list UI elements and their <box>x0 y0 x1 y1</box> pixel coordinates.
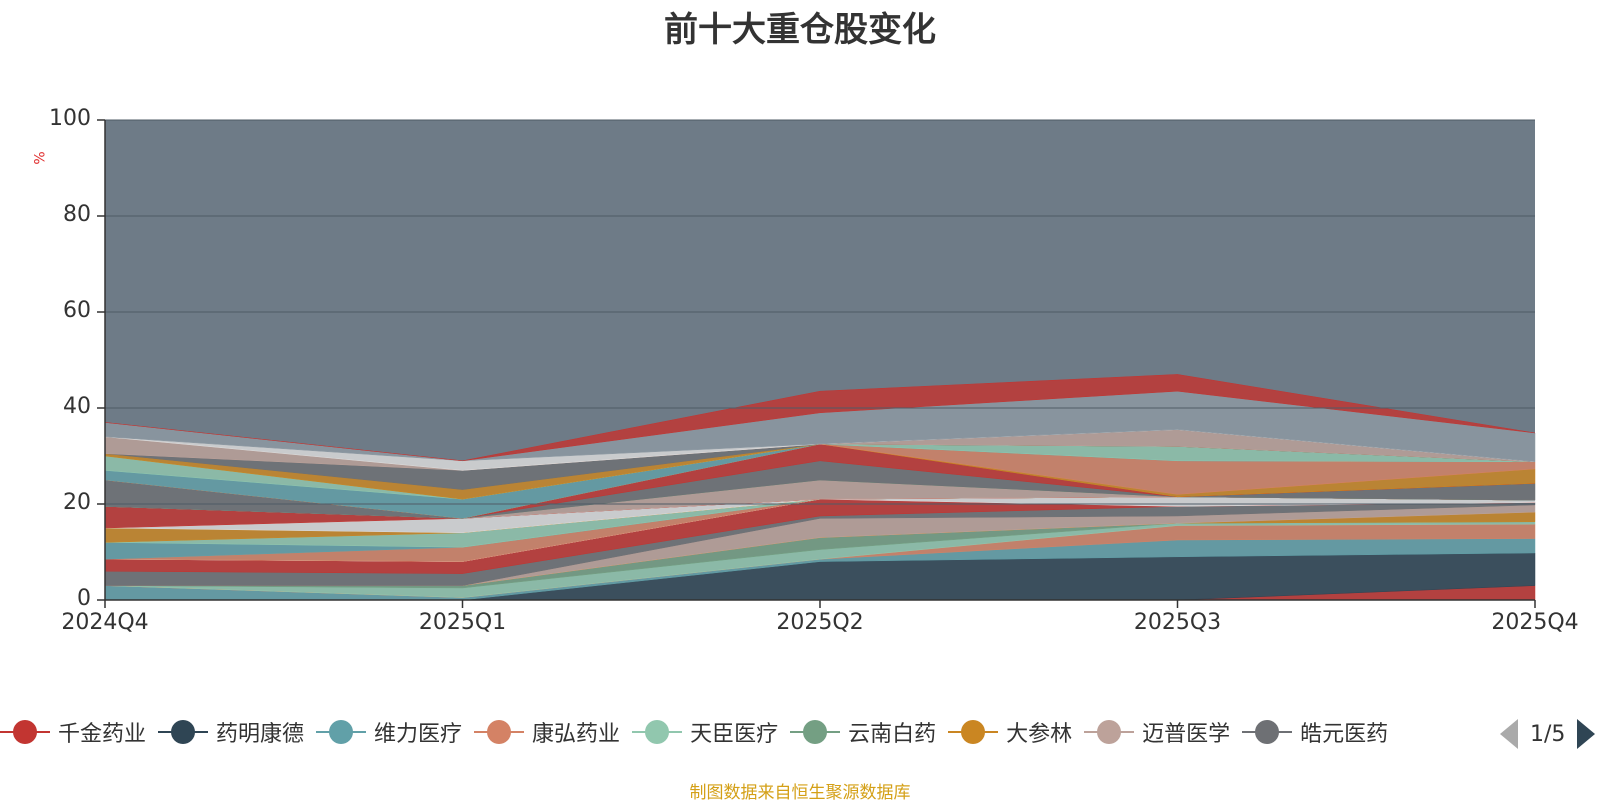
y-tick-label: 100 <box>49 106 91 131</box>
legend-label: 维力医疗 <box>374 722 463 747</box>
legend-item[interactable]: 云南白药 <box>790 716 936 748</box>
area-其他V <box>104 374 1536 462</box>
x-tick-label: 2024Q4 <box>61 610 149 635</box>
legend-marker-icon <box>474 719 525 745</box>
legend-marker-icon <box>158 719 209 745</box>
legend-item[interactable]: 药明康德 <box>158 716 304 748</box>
x-tick-label: 2025Q1 <box>418 610 507 635</box>
legend-label: 千金药业 <box>58 722 147 747</box>
legend-page-indicator: 1/5 <box>1530 721 1566 747</box>
legend-item[interactable]: 大参林 <box>948 716 1072 748</box>
legend-label: 药明康德 <box>216 722 305 747</box>
area-series-group <box>104 374 1536 601</box>
y-tick-label: 80 <box>63 202 91 227</box>
legend-item[interactable]: 维力医疗 <box>316 716 462 748</box>
chart-title: 前十大重仓股变化 <box>664 10 936 50</box>
axes <box>97 119 1536 608</box>
x-tick-label: 2025Q3 <box>1133 610 1222 635</box>
data-source-note: 制图数据来自恒生聚源数据库 <box>689 783 911 803</box>
legend: 千金药业 药明康德 维力医疗 康弘药业 天臣医疗 云南白药 大参林 迈普医学 皓元医药 <box>0 716 1480 752</box>
y-tick-label: 0 <box>77 586 91 611</box>
legend-item[interactable]: 千金药业 <box>0 716 146 748</box>
legend-label: 迈普医学 <box>1142 722 1231 747</box>
legend-pager: 1/5 <box>1500 716 1596 752</box>
legend-label: 大参林 <box>1006 722 1073 747</box>
y-axis-unit-label: % <box>32 151 49 165</box>
y-tick-label: 40 <box>63 394 91 419</box>
legend-marker-icon <box>0 719 50 745</box>
x-tick-label: 2025Q4 <box>1491 610 1579 635</box>
legend-label: 康弘药业 <box>532 722 621 747</box>
legend-marker-icon <box>316 719 367 745</box>
legend-marker-icon <box>948 719 999 745</box>
x-tick-label: 2025Q2 <box>776 610 864 635</box>
y-tick-label: 20 <box>63 490 91 515</box>
y-tick-label: 60 <box>63 298 91 323</box>
grid-lines <box>105 119 1535 505</box>
legend-item[interactable]: 天臣医疗 <box>632 716 778 748</box>
legend-marker-icon <box>1242 719 1293 745</box>
legend-label: 云南白药 <box>848 722 937 747</box>
legend-item[interactable]: 迈普医学 <box>1084 716 1230 748</box>
legend-marker-icon <box>790 719 841 745</box>
legend-item[interactable]: 皓元医药 <box>1242 716 1388 748</box>
legend-marker-icon <box>632 719 683 745</box>
legend-label: 天臣医疗 <box>690 722 779 747</box>
legend-item[interactable]: 康弘药业 <box>474 716 620 748</box>
legend-prev-page-icon[interactable] <box>1500 719 1518 749</box>
legend-next-page-icon[interactable] <box>1577 719 1596 749</box>
legend-label: 皓元医药 <box>1300 722 1389 747</box>
legend-marker-icon <box>1084 719 1135 745</box>
